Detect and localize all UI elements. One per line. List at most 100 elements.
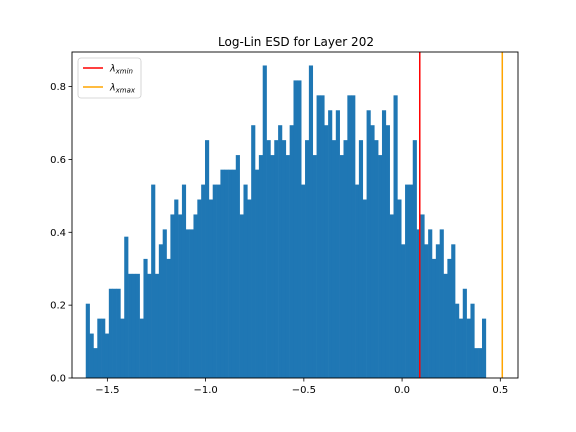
histogram-bar	[416, 229, 421, 378]
histogram-bar	[297, 80, 302, 379]
y-tick-label: 0.6	[50, 155, 66, 166]
histogram-bar	[293, 80, 298, 379]
y-tick-label: 0.8	[50, 82, 66, 93]
x-tick-label: −1.0	[193, 385, 217, 396]
histogram-bar	[228, 169, 233, 378]
histogram-bar	[451, 244, 456, 378]
histogram-bar	[255, 169, 260, 378]
histogram-bar	[462, 288, 467, 378]
histogram-bar	[120, 318, 125, 378]
histogram-bar	[301, 184, 306, 378]
x-tick-label: 0.5	[492, 385, 508, 396]
histogram-bar	[266, 140, 271, 378]
histogram-bar	[439, 229, 444, 378]
histogram-bar	[443, 273, 448, 378]
chart-title: Log-Lin ESD for Layer 202	[218, 35, 374, 49]
histogram-bar	[328, 110, 333, 378]
histogram-bar	[124, 236, 129, 378]
histogram-bar	[216, 184, 221, 378]
histogram-bar	[93, 348, 98, 378]
histogram-bar	[185, 229, 190, 378]
histogram-bar	[381, 110, 387, 378]
histogram-bar	[408, 184, 414, 378]
histogram-bar	[131, 273, 137, 378]
histogram-bar	[251, 125, 256, 378]
histogram-bar	[335, 110, 340, 378]
histogram-bar	[420, 214, 425, 378]
histogram-bar	[112, 288, 117, 378]
histogram-bar	[324, 125, 329, 378]
x-axis: −1.5 −1.0 −0.5 0.0 0.5	[95, 378, 508, 396]
histogram-bar	[212, 184, 217, 378]
histogram-bar	[305, 140, 310, 378]
histogram-bar	[262, 65, 267, 378]
y-tick-label: 0.2	[50, 301, 66, 312]
histogram-bar	[470, 303, 475, 378]
histogram-bar	[378, 155, 383, 378]
y-axis: 0.0 0.2 0.4 0.6 0.8	[50, 82, 72, 385]
histogram-bar	[108, 288, 113, 378]
histogram-bar	[351, 95, 356, 379]
histogram-bar	[458, 318, 464, 378]
histogram-bar	[447, 258, 452, 378]
histogram-bar	[362, 199, 367, 378]
histogram-bar	[151, 184, 156, 378]
histogram-bar	[147, 273, 152, 378]
histogram-bar	[247, 199, 252, 378]
histogram-bar	[224, 169, 229, 378]
histogram-bar	[154, 273, 160, 378]
histogram-bar	[101, 318, 106, 378]
histogram-bar	[181, 184, 187, 378]
histogram-bar	[139, 318, 144, 378]
histogram-bar	[397, 199, 402, 378]
histogram-bar	[258, 155, 264, 378]
histogram-bar	[405, 184, 410, 378]
histogram-bar	[478, 348, 483, 378]
histogram-bar	[455, 303, 460, 378]
x-tick-label: 0.0	[394, 385, 410, 396]
y-tick-label: 0.0	[50, 374, 66, 385]
histogram-bar	[104, 333, 110, 378]
histogram-bar	[474, 348, 479, 378]
histogram-bar	[412, 140, 417, 378]
histogram-bar	[389, 214, 394, 378]
histogram-bar	[170, 214, 175, 378]
histogram-bar	[393, 95, 398, 379]
histogram-bar	[435, 244, 440, 378]
histogram-bar	[205, 140, 210, 378]
histogram-bar	[89, 333, 94, 378]
histogram-bar	[174, 199, 179, 378]
histogram-bar	[128, 273, 133, 378]
histogram-bar	[374, 140, 379, 378]
histogram-bar	[358, 140, 364, 378]
histogram-bar	[355, 184, 360, 378]
histogram-bar	[143, 258, 148, 378]
x-tick-label: −1.5	[95, 385, 119, 396]
histogram-bar	[116, 288, 121, 378]
histogram-bar	[197, 199, 202, 378]
histogram-bar	[339, 155, 344, 378]
histogram-bar	[162, 229, 167, 378]
x-tick-label: −0.5	[292, 385, 316, 396]
histogram-bar	[193, 214, 198, 378]
histogram-bar	[466, 318, 471, 378]
histogram-bar	[385, 125, 390, 378]
histogram-bar	[320, 95, 325, 379]
histogram-bar	[166, 258, 171, 378]
histogram-bar	[343, 140, 348, 378]
histogram-bar	[239, 214, 244, 378]
histogram-bar	[201, 184, 206, 378]
plot-frame	[71, 51, 519, 379]
histogram-bar	[316, 95, 321, 379]
reference-lines	[419, 52, 504, 378]
histogram-bar	[347, 95, 352, 379]
histogram-bar	[97, 318, 102, 378]
histogram-bar	[274, 140, 279, 378]
histogram-bar	[85, 303, 90, 378]
histogram-bar	[220, 169, 225, 378]
histogram-bar	[278, 125, 283, 378]
histogram-bar	[208, 199, 214, 378]
histogram-bar	[231, 169, 237, 378]
